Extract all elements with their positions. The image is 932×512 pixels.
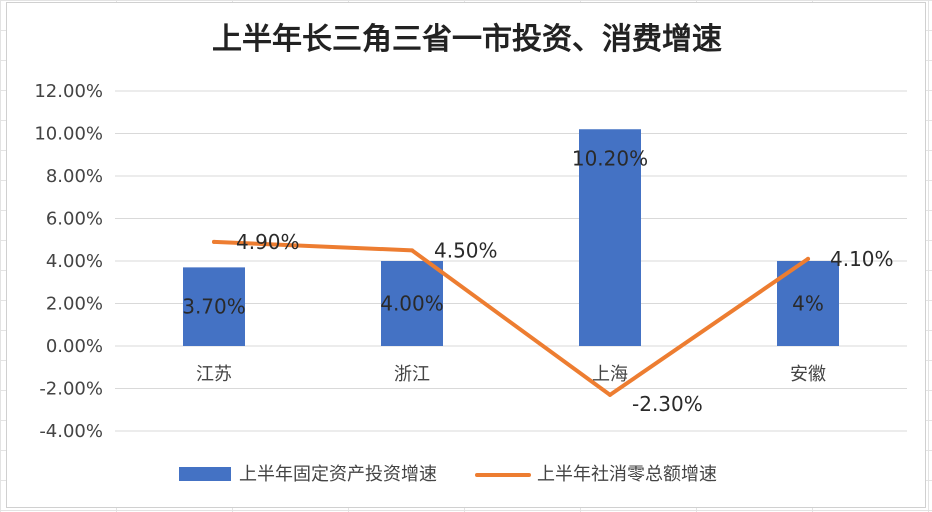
legend-label: 上半年固定资产投资增速 bbox=[239, 464, 437, 485]
y-tick-label: 10.00% bbox=[34, 124, 103, 145]
category-labels: 江苏 浙江 上海 安徽 bbox=[196, 364, 826, 385]
bar-data-label: 10.20% bbox=[572, 146, 648, 170]
y-tick-label: -2.00% bbox=[39, 379, 103, 400]
line-point bbox=[410, 248, 414, 253]
bar-data-label: 4% bbox=[792, 292, 824, 316]
line-data-label: 4.50% bbox=[434, 238, 498, 262]
x-tick-label: 安徽 bbox=[790, 364, 826, 385]
bar-data-label: 4.00% bbox=[380, 292, 444, 316]
line-point bbox=[608, 392, 612, 397]
line-data-label: 4.10% bbox=[830, 247, 894, 271]
line-data-label: -2.30% bbox=[632, 392, 703, 416]
bar bbox=[579, 129, 641, 346]
line-point bbox=[806, 256, 810, 261]
legend-swatch-bar bbox=[179, 467, 231, 481]
x-tick-label: 上海 bbox=[592, 364, 628, 385]
chart-svg: 上半年长三角三省一市投资、消费增速 12.00% 10.00% 8.00% 6.00%… bbox=[34, 22, 907, 485]
x-tick-label: 浙江 bbox=[394, 364, 430, 385]
y-tick-label: -4.00% bbox=[39, 421, 103, 442]
legend-label: 上半年社消零总额增速 bbox=[537, 464, 717, 485]
y-tick-label: 4.00% bbox=[46, 251, 103, 272]
y-tick-label: 8.00% bbox=[46, 166, 103, 187]
chart-title: 上半年长三角三省一市投资、消费增速 bbox=[212, 22, 722, 57]
line-data-label: 4.90% bbox=[236, 230, 300, 254]
y-tick-label: 12.00% bbox=[34, 81, 103, 102]
y-tick-label: 2.00% bbox=[46, 294, 103, 315]
bar-data-label: 3.70% bbox=[182, 295, 246, 319]
line-series bbox=[212, 239, 810, 397]
y-tick-label: 6.00% bbox=[46, 209, 103, 230]
y-axis-ticks: 12.00% 10.00% 8.00% 6.00% 4.00% 2.00% 0.00% -2.… bbox=[34, 81, 103, 442]
y-tick-label: 0.00% bbox=[46, 336, 103, 357]
bar bbox=[381, 261, 443, 346]
legend: 上半年固定资产投资增速 上半年社消零总额增速 bbox=[179, 464, 717, 485]
chart-frame[interactable]: 上半年长三角三省一市投资、消费增速 12.00% 10.00% 8.00% 6.00%… bbox=[6, 2, 926, 508]
bar-series bbox=[183, 129, 839, 346]
gridlines bbox=[115, 90, 907, 432]
line-point bbox=[212, 239, 216, 244]
bar bbox=[183, 267, 245, 346]
x-tick-label: 江苏 bbox=[196, 364, 232, 385]
series-line bbox=[212, 239, 810, 397]
data-labels: 3.70% 4.00% 10.20% 4% 4.90% 4.50% -2.30% 4.10% bbox=[182, 146, 893, 416]
